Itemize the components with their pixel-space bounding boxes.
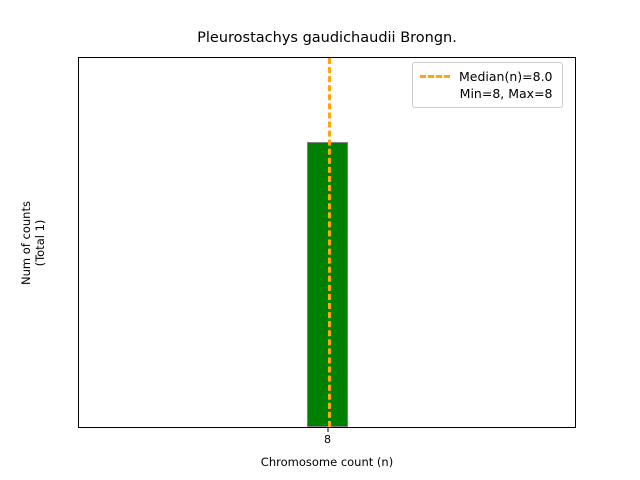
legend-item-median: Median(n)=8.0	[420, 68, 553, 85]
chart-title: Pleurostachys gaudichaudii Brongn.	[197, 30, 457, 46]
plot-area	[78, 57, 576, 428]
y-axis-label-line2: (Total 1)	[33, 219, 47, 266]
dashed-line-icon	[420, 75, 450, 78]
legend-item-range: Min=8, Max=8	[420, 85, 553, 102]
chart-legend: Median(n)=8.0 Min=8, Max=8	[412, 62, 563, 108]
x-axis-label: Chromosome count (n)	[260, 455, 394, 469]
x-tick-label-8: 8	[324, 432, 331, 446]
legend-label-median: Median(n)=8.0	[459, 69, 553, 84]
x-tick-8: 8	[324, 428, 331, 445]
x-tick-mark-8	[327, 428, 328, 432]
bar-8	[307, 142, 348, 427]
y-axis-label-line1: Num of counts	[19, 200, 33, 285]
y-axis-label: Num of counts (Total 1)	[19, 57, 47, 428]
median-line	[328, 58, 331, 427]
legend-label-range: Min=8, Max=8	[459, 86, 553, 101]
